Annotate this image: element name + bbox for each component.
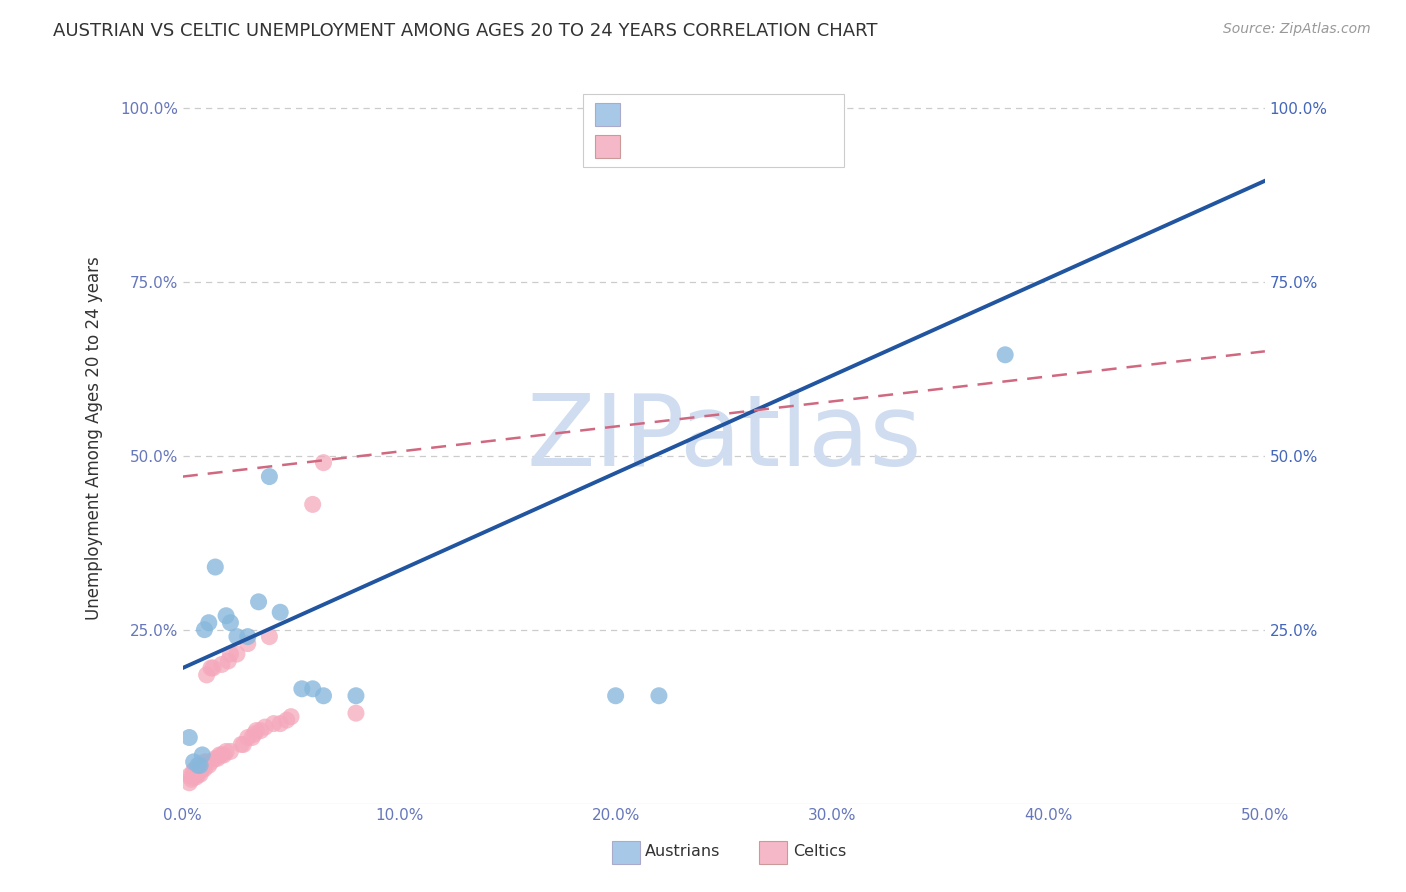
- Point: [179, 776, 201, 790]
- Point: [994, 348, 1017, 362]
- Text: R = 0.120   N = 48: R = 0.120 N = 48: [628, 136, 799, 154]
- Point: [204, 560, 226, 574]
- Point: [184, 770, 207, 784]
- Point: [226, 630, 249, 644]
- Point: [198, 615, 221, 630]
- Point: [211, 747, 233, 762]
- Point: [219, 744, 242, 758]
- Point: [179, 731, 201, 745]
- Point: [243, 727, 266, 741]
- Point: [188, 763, 211, 777]
- Point: [231, 738, 253, 752]
- Point: [193, 762, 215, 776]
- Point: [245, 723, 267, 738]
- Point: [188, 758, 211, 772]
- Point: [219, 647, 242, 661]
- Text: R = 0.489   N = 22: R = 0.489 N = 22: [628, 104, 799, 122]
- Point: [280, 709, 302, 723]
- Point: [236, 731, 259, 745]
- Point: [217, 654, 239, 668]
- Point: [179, 769, 201, 783]
- Point: [180, 769, 202, 783]
- Point: [291, 681, 314, 696]
- Point: [236, 636, 259, 650]
- Point: [259, 630, 281, 644]
- Point: [301, 681, 323, 696]
- Point: [247, 595, 270, 609]
- Point: [236, 630, 259, 644]
- Point: [301, 497, 323, 511]
- Point: [215, 608, 238, 623]
- Point: [200, 661, 222, 675]
- Point: [276, 713, 298, 727]
- Point: [193, 755, 215, 769]
- Point: [211, 657, 233, 672]
- Point: [183, 763, 205, 777]
- Point: [208, 747, 231, 762]
- Point: [200, 755, 222, 769]
- Point: [187, 758, 209, 772]
- Point: [344, 689, 367, 703]
- Point: [605, 689, 627, 703]
- Text: Source: ZipAtlas.com: Source: ZipAtlas.com: [1223, 22, 1371, 37]
- Point: [259, 469, 281, 483]
- Text: ZIPatlas: ZIPatlas: [526, 390, 921, 487]
- Text: Celtics: Celtics: [793, 845, 846, 859]
- Point: [215, 744, 238, 758]
- Point: [232, 738, 254, 752]
- Point: [198, 758, 221, 772]
- Point: [191, 762, 214, 776]
- Point: [648, 689, 671, 703]
- Point: [219, 615, 242, 630]
- Point: [204, 751, 226, 765]
- Point: [254, 720, 277, 734]
- Point: [312, 689, 335, 703]
- Text: AUSTRIAN VS CELTIC UNEMPLOYMENT AMONG AGES 20 TO 24 YEARS CORRELATION CHART: AUSTRIAN VS CELTIC UNEMPLOYMENT AMONG AG…: [53, 22, 877, 40]
- Point: [269, 716, 291, 731]
- Point: [263, 716, 285, 731]
- Point: [183, 770, 205, 784]
- Point: [195, 755, 218, 769]
- Point: [193, 623, 215, 637]
- Point: [191, 747, 214, 762]
- Point: [212, 747, 235, 762]
- Point: [269, 605, 291, 619]
- Point: [195, 668, 218, 682]
- Point: [240, 731, 263, 745]
- Point: [344, 706, 367, 721]
- Point: [188, 767, 211, 781]
- Point: [202, 661, 225, 675]
- Point: [207, 751, 229, 765]
- Point: [180, 772, 202, 787]
- Point: [249, 723, 271, 738]
- Point: [187, 767, 209, 781]
- Point: [183, 755, 205, 769]
- Y-axis label: Unemployment Among Ages 20 to 24 years: Unemployment Among Ages 20 to 24 years: [86, 256, 103, 620]
- Point: [226, 647, 249, 661]
- Text: Austrians: Austrians: [645, 845, 721, 859]
- Point: [184, 762, 207, 776]
- Point: [312, 456, 335, 470]
